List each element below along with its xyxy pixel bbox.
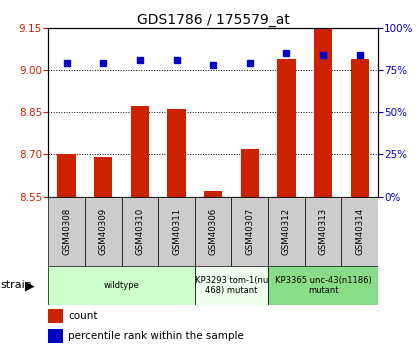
Text: strain: strain [0, 280, 32, 290]
Bar [305, 197, 341, 266]
Bar [48, 309, 63, 323]
Bar [48, 266, 195, 305]
Bar [158, 197, 195, 266]
Bar [94, 157, 113, 197]
Text: GSM40306: GSM40306 [209, 208, 218, 255]
Bar [195, 266, 268, 305]
Text: percentile rank within the sample: percentile rank within the sample [68, 331, 244, 341]
Bar [351, 59, 369, 197]
Bar [121, 197, 158, 266]
Bar [341, 197, 378, 266]
Text: GSM40308: GSM40308 [62, 208, 71, 255]
Bar [167, 109, 186, 197]
Text: GSM40312: GSM40312 [282, 208, 291, 255]
Bar [231, 197, 268, 266]
Bar [48, 197, 85, 266]
Bar [85, 197, 121, 266]
Bar [131, 107, 149, 197]
Text: GSM40313: GSM40313 [318, 208, 328, 255]
Text: ▶: ▶ [26, 279, 35, 292]
Text: GSM40310: GSM40310 [135, 208, 144, 255]
Bar [195, 197, 231, 266]
Text: KP3365 unc-43(n1186)
mutant: KP3365 unc-43(n1186) mutant [275, 276, 371, 295]
Bar [241, 149, 259, 197]
Text: GSM40311: GSM40311 [172, 208, 181, 255]
Bar [204, 191, 222, 197]
Text: KP3293 tom-1(nu
468) mutant: KP3293 tom-1(nu 468) mutant [195, 276, 268, 295]
Bar [48, 329, 63, 343]
Bar [268, 197, 305, 266]
Title: GDS1786 / 175579_at: GDS1786 / 175579_at [137, 12, 289, 27]
Text: GSM40309: GSM40309 [99, 208, 108, 255]
Bar [268, 266, 378, 305]
Bar [58, 155, 76, 197]
Text: wildtype: wildtype [104, 281, 139, 290]
Bar [277, 59, 296, 197]
Text: GSM40307: GSM40307 [245, 208, 254, 255]
Text: count: count [68, 312, 97, 322]
Bar [314, 28, 332, 197]
Text: GSM40314: GSM40314 [355, 208, 364, 255]
